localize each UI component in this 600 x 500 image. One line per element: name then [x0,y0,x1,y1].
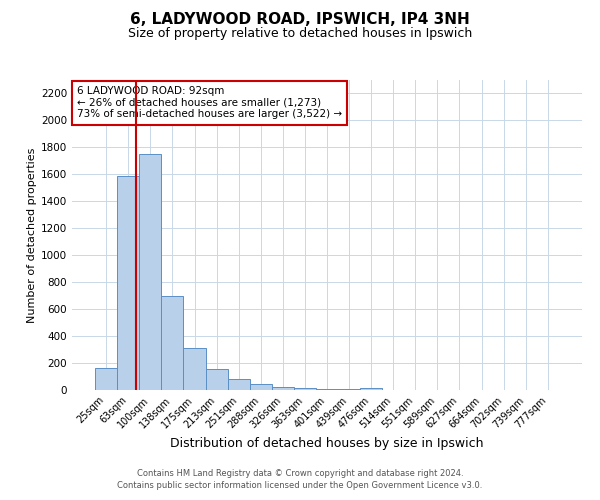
Bar [95,368,117,390]
Text: Contains HM Land Registry data © Crown copyright and database right 2024.
Contai: Contains HM Land Registry data © Crown c… [118,468,482,490]
Bar [294,388,316,390]
Text: 6 LADYWOOD ROAD: 92sqm
← 26% of detached houses are smaller (1,273)
73% of semi-: 6 LADYWOOD ROAD: 92sqm ← 26% of detached… [77,86,342,120]
Bar [117,176,139,390]
X-axis label: Distribution of detached houses by size in Ipswich: Distribution of detached houses by size … [170,437,484,450]
Bar [184,348,206,390]
Text: 6, LADYWOOD ROAD, IPSWICH, IP4 3NH: 6, LADYWOOD ROAD, IPSWICH, IP4 3NH [130,12,470,28]
Text: Size of property relative to detached houses in Ipswich: Size of property relative to detached ho… [128,28,472,40]
Bar [360,388,382,390]
Bar [161,296,184,390]
Bar [250,384,272,390]
Bar [139,154,161,390]
Bar [227,379,250,390]
Bar [206,369,227,390]
Bar [316,388,338,390]
Y-axis label: Number of detached properties: Number of detached properties [27,148,37,322]
Bar [272,388,294,390]
